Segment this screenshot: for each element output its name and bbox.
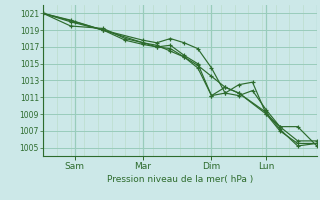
X-axis label: Pression niveau de la mer( hPa ): Pression niveau de la mer( hPa ) bbox=[107, 175, 253, 184]
